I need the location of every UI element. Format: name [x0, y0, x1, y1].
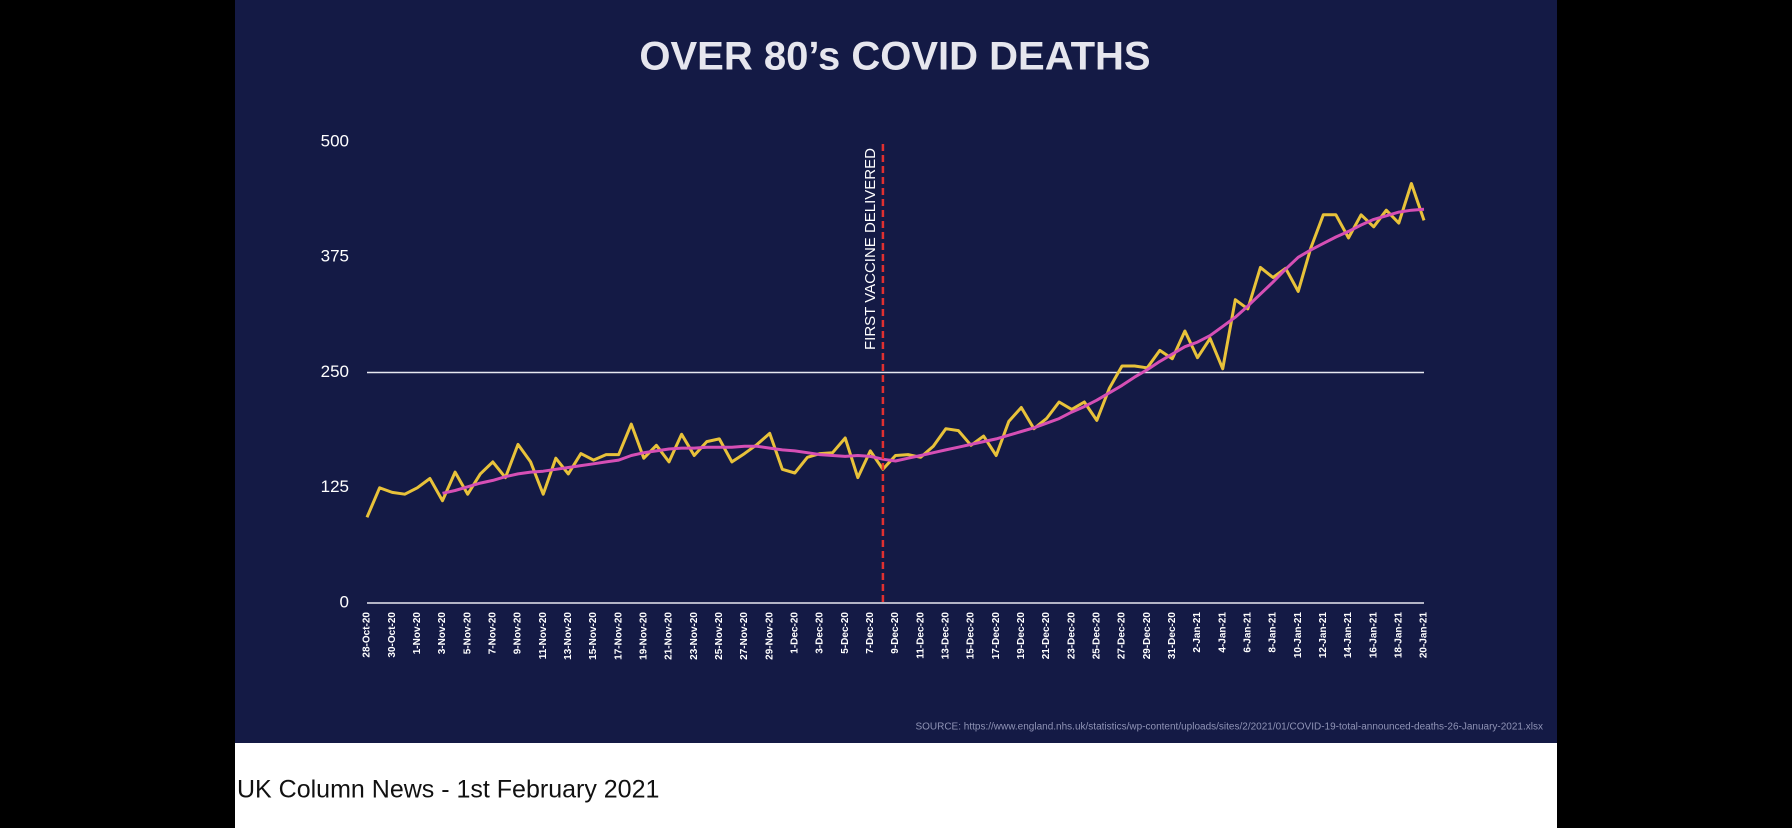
x-tick-label: 17-Dec-20: [991, 612, 1002, 660]
x-tick-label: 18-Jan-21: [1393, 612, 1404, 659]
x-tick-label: 10-Jan-21: [1293, 612, 1304, 659]
x-tick-label: 7-Nov-20: [487, 612, 498, 655]
x-tick-label: 3-Dec-20: [815, 612, 826, 654]
x-tick-label: 5-Dec-20: [840, 612, 851, 654]
x-tick-label: 7-Dec-20: [865, 612, 876, 654]
x-tick-label: 5-Nov-20: [462, 612, 473, 655]
y-tick-label: 0: [340, 592, 349, 611]
x-tick-label: 21-Nov-20: [664, 612, 675, 660]
x-tick-label: 9-Dec-20: [890, 612, 901, 654]
x-tick-label: 25-Nov-20: [714, 612, 725, 660]
x-tick-label: 23-Dec-20: [1066, 612, 1077, 660]
x-tick-label: 31-Dec-20: [1167, 612, 1178, 660]
x-tick-label: 4-Jan-21: [1217, 612, 1228, 653]
x-tick-label: 2-Jan-21: [1192, 612, 1203, 653]
x-tick-label: 11-Dec-20: [915, 612, 926, 659]
x-tick-label: 20-Jan-21: [1419, 612, 1430, 659]
y-tick-label: 250: [321, 362, 349, 381]
x-tick-label: 29-Dec-20: [1142, 612, 1153, 660]
source-note: SOURCE: https://www.england.nhs.uk/stati…: [915, 722, 1543, 733]
y-tick-label: 375: [321, 247, 349, 266]
x-tick-label: 21-Dec-20: [1041, 612, 1052, 660]
chart-panel: [235, 0, 1557, 743]
x-tick-label: 15-Dec-20: [966, 612, 977, 660]
x-tick-label: 1-Nov-20: [412, 612, 423, 655]
series-line: [365, 182, 1426, 518]
x-tick-label: 27-Nov-20: [739, 612, 750, 660]
x-tick-label: 8-Jan-21: [1268, 612, 1279, 653]
series-line: [442, 207, 1425, 495]
x-tick-label: 3-Nov-20: [437, 612, 448, 655]
x-tick-label: 19-Nov-20: [638, 612, 649, 660]
caption: UK Column News - 1st February 2021: [237, 776, 659, 804]
caption-panel: [235, 743, 1557, 828]
x-tick-label: 12-Jan-21: [1318, 612, 1329, 659]
x-tick-label: 30-Oct-20: [387, 612, 398, 658]
x-tick-label: 28-Oct-20: [362, 612, 373, 658]
x-tick-label: 13-Dec-20: [940, 612, 951, 660]
x-tick-label: 23-Nov-20: [689, 612, 700, 660]
x-tick-label: 17-Nov-20: [613, 612, 624, 660]
x-tick-label: 6-Jan-21: [1242, 612, 1253, 653]
annotation: FIRST VACCINE DELIVERED: [862, 148, 879, 350]
y-tick-label: 500: [321, 131, 349, 150]
x-tick-label: 14-Jan-21: [1343, 612, 1354, 659]
x-tick-label: 15-Nov-20: [588, 612, 599, 660]
x-tick-label: 13-Nov-20: [563, 612, 574, 660]
x-tick-label: 25-Dec-20: [1091, 612, 1102, 660]
x-tick-label: 19-Dec-20: [1016, 612, 1027, 660]
x-tick-label: 9-Nov-20: [513, 612, 524, 655]
chart-title: OVER 80’s COVID DEATHS: [639, 35, 1150, 79]
x-tick-label: 11-Nov-20: [538, 612, 549, 660]
x-tick-label: 27-Dec-20: [1117, 612, 1128, 660]
x-tick-label: 16-Jan-21: [1368, 612, 1379, 659]
x-tick-label: 29-Nov-20: [764, 612, 775, 660]
y-tick-label: 125: [321, 477, 349, 496]
x-tick-label: 1-Dec-20: [789, 612, 800, 654]
